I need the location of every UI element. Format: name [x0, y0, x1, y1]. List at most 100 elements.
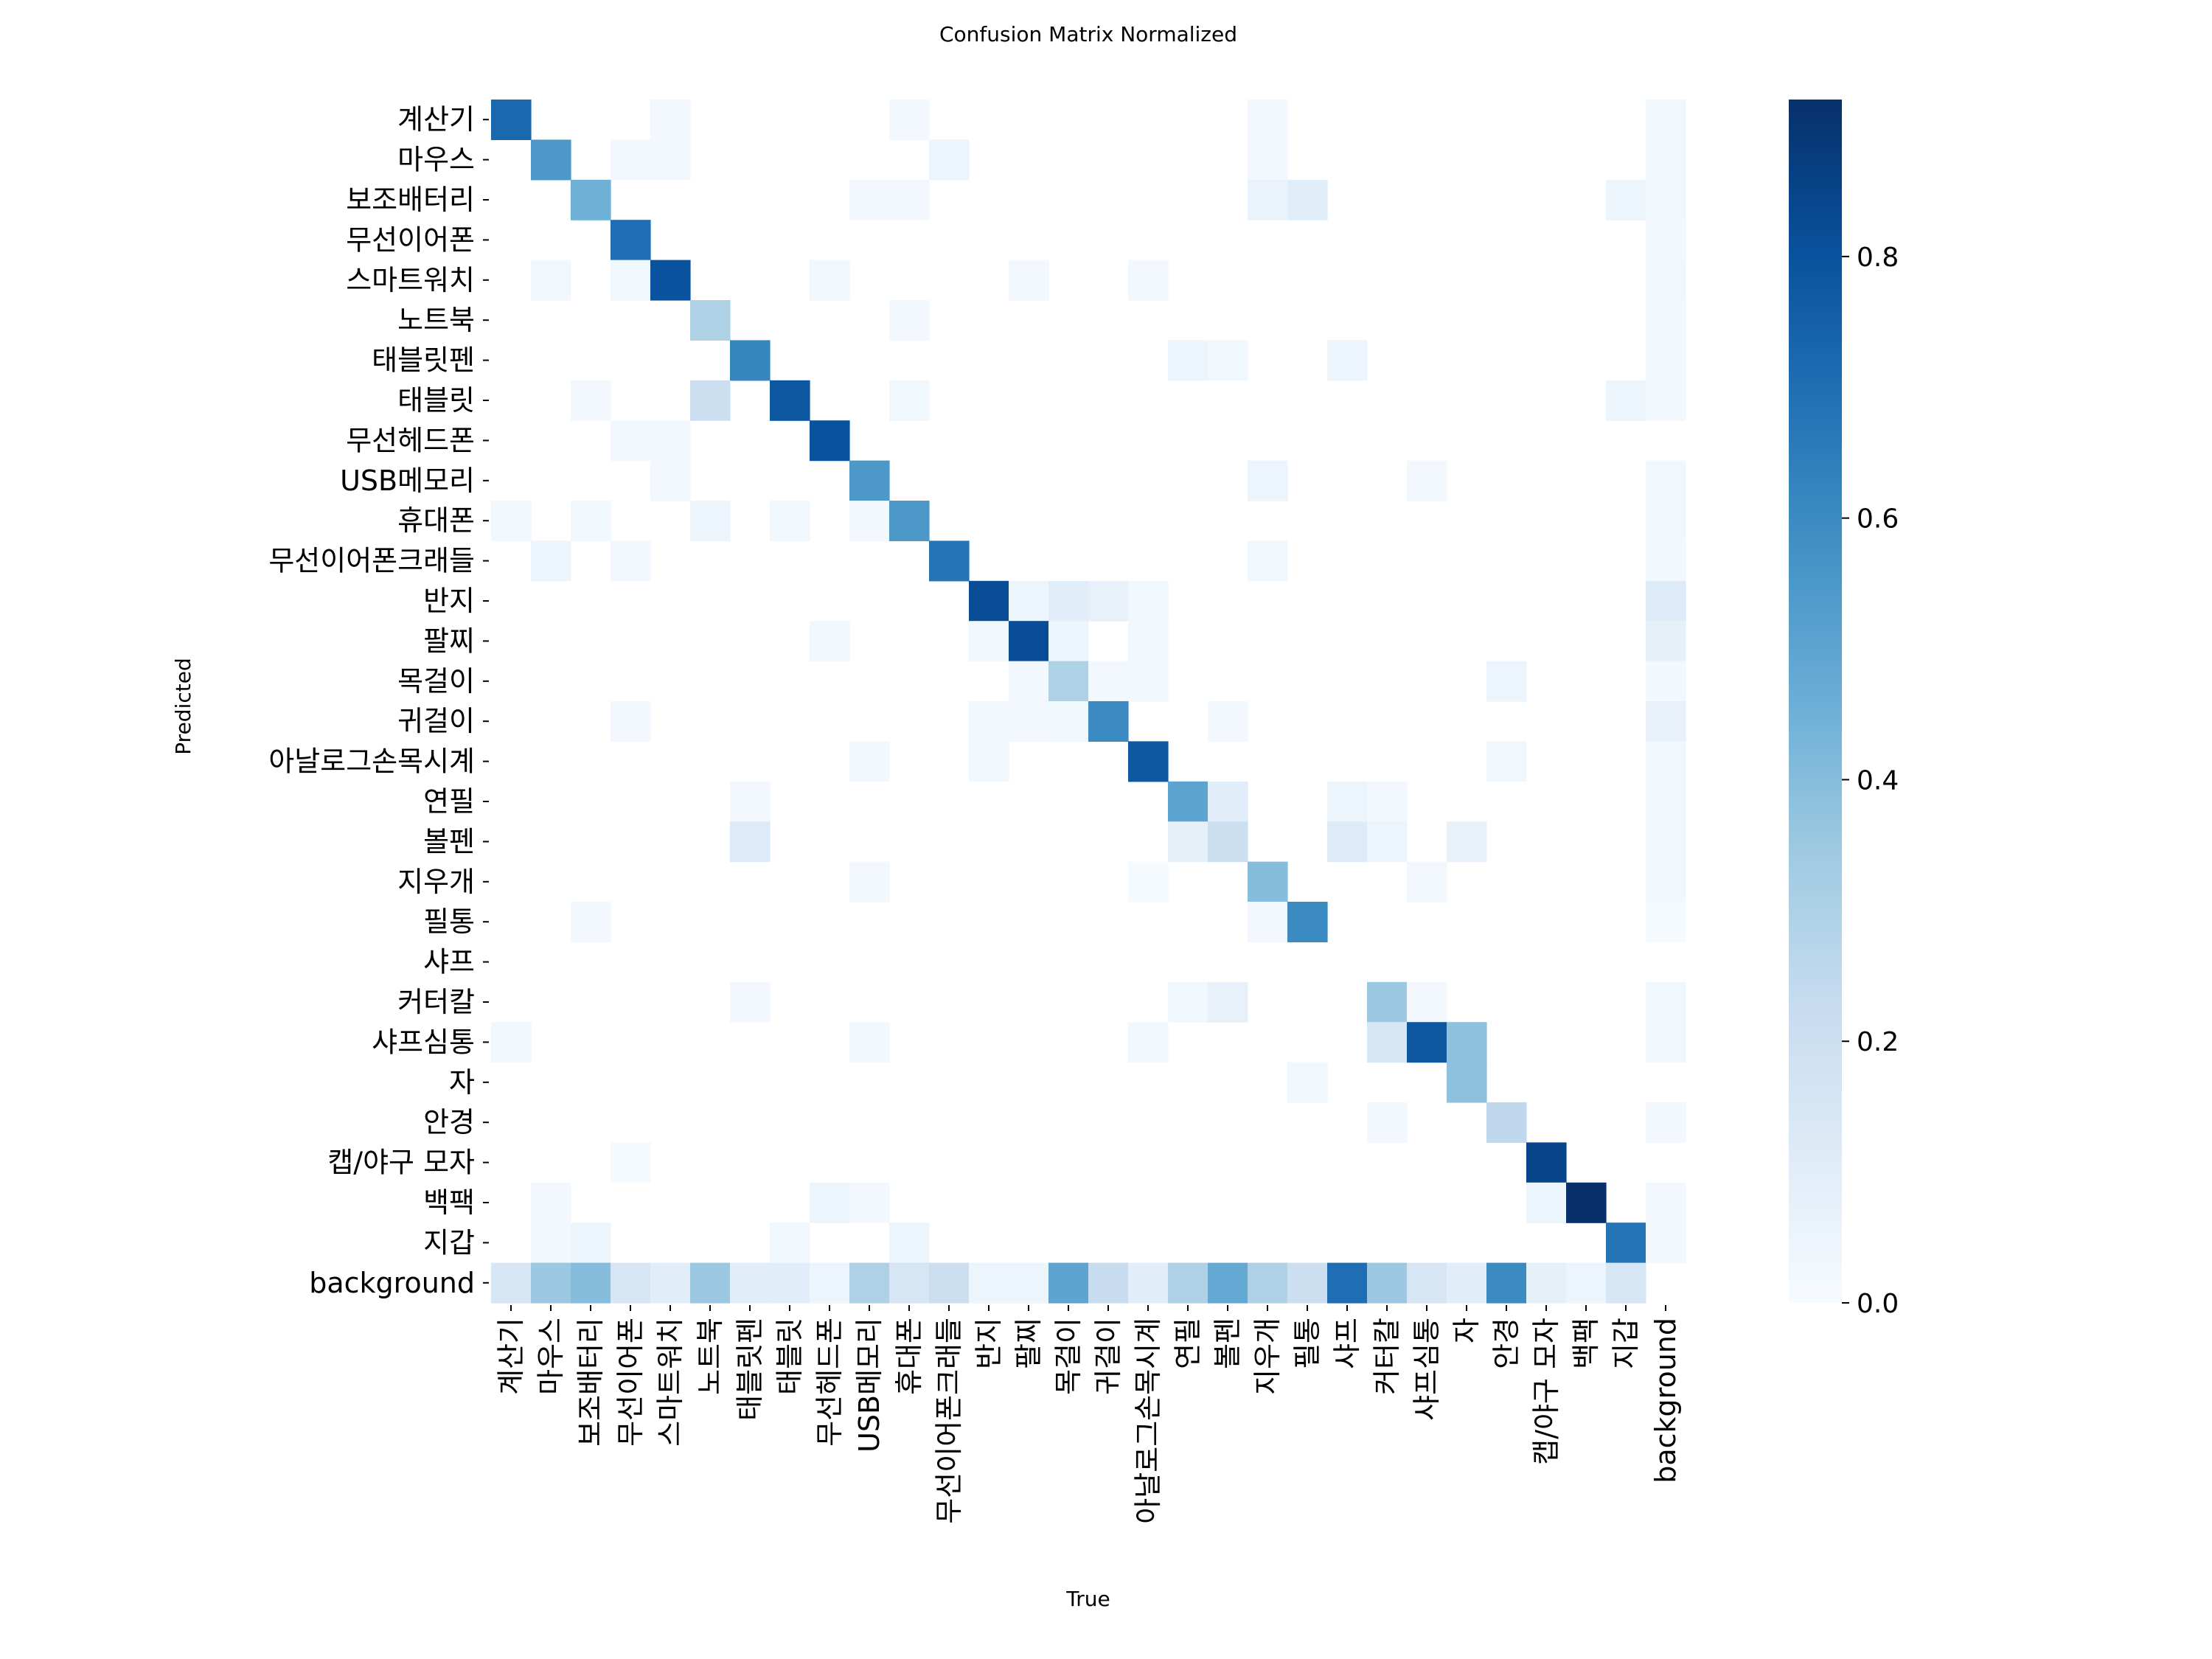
heatmap-cell: [1248, 540, 1288, 582]
heatmap-cell: [690, 380, 731, 421]
heatmap-cell: [690, 1262, 731, 1304]
heatmap-cell: [1248, 1262, 1288, 1304]
colorbar-tick-label: 0.0: [1857, 1289, 1899, 1319]
heatmap-cell: [611, 220, 651, 261]
heatmap-cell: [1168, 821, 1208, 863]
heatmap-cell: [1606, 1222, 1646, 1264]
heatmap-cell: [650, 460, 691, 501]
heatmap-cell: [1287, 179, 1328, 220]
y-tick-label: 자: [449, 1066, 475, 1099]
heatmap-cell: [531, 540, 571, 582]
heatmap-cell: [1128, 260, 1169, 301]
x-tick-label: 태블릿펜: [734, 1318, 766, 1421]
heatmap-cell: [1646, 260, 1686, 301]
heatmap-cell: [1168, 1262, 1208, 1304]
y-tick-label: 백팩: [423, 1186, 475, 1219]
heatmap-cell: [531, 1182, 571, 1223]
heatmap-cell: [1367, 1262, 1408, 1304]
x-tick-label: 무선헤드폰: [813, 1318, 846, 1447]
heatmap-cell: [1646, 300, 1686, 341]
heatmap-cell: [810, 1182, 850, 1223]
heatmap-cell: [1646, 1022, 1686, 1063]
heatmap-cell: [1048, 580, 1089, 622]
heatmap-cell: [1009, 580, 1049, 622]
heatmap-cell: [1646, 501, 1686, 541]
y-tick-label: 스마트워치: [346, 264, 475, 296]
heatmap-cell: [1367, 981, 1408, 1023]
heatmap-cell: [730, 821, 771, 863]
heatmap-cell: [1646, 380, 1686, 421]
heatmap-cell: [1526, 1142, 1567, 1183]
heatmap-cell: [1088, 1262, 1129, 1304]
heatmap-cell: [1646, 139, 1686, 181]
heatmap-cell: [571, 501, 611, 541]
x-tick-label: 필통: [1291, 1318, 1324, 1369]
x-tick-label: 안경: [1490, 1318, 1523, 1369]
y-tick-label: 캡/야구 모자: [327, 1147, 475, 1179]
heatmap-cell: [1048, 701, 1089, 742]
heatmap-cell: [611, 540, 651, 582]
heatmap-cell: [1287, 1262, 1328, 1304]
y-tick-label: 안경: [423, 1106, 475, 1138]
heatmap-cell: [1646, 1182, 1686, 1223]
heatmap-cell: [571, 1222, 611, 1264]
heatmap-cell: [1646, 100, 1686, 140]
heatmap-cell: [1287, 1062, 1328, 1103]
heatmap-cell: [571, 380, 611, 421]
heatmap-cell: [1526, 1262, 1567, 1304]
heatmap-cell: [1646, 220, 1686, 261]
heatmap-cell: [571, 179, 611, 220]
heatmap-cell: [1327, 821, 1368, 863]
heatmap-cell: [730, 340, 771, 381]
heatmap-cell: [1606, 179, 1646, 220]
heatmap-cell: [929, 540, 970, 582]
y-tick-label: 노트북: [397, 304, 475, 336]
heatmap-cell: [889, 1222, 930, 1264]
heatmap-cell: [1367, 1022, 1408, 1063]
heatmap-cell: [1048, 661, 1089, 702]
heatmap-cell: [770, 1262, 810, 1304]
heatmap-cell: [810, 1262, 850, 1304]
heatmap-cell: [1646, 701, 1686, 742]
heatmap-cell: [1327, 781, 1368, 822]
x-tick-label: 휴대폰: [893, 1318, 925, 1395]
heatmap-cell: [1646, 981, 1686, 1023]
heatmap-cell: [1447, 821, 1487, 863]
heatmap-cell: [491, 1022, 532, 1063]
x-tick-label: 팔찌: [1012, 1318, 1045, 1369]
heatmap-cell: [1088, 580, 1129, 622]
heatmap-cell: [1447, 1062, 1487, 1103]
heatmap-cell: [1486, 661, 1527, 702]
heatmap-cell: [1646, 741, 1686, 782]
heatmap-cell: [889, 1262, 930, 1304]
y-tick-label: 커터칼: [397, 986, 475, 1018]
heatmap-cell: [1407, 1022, 1447, 1063]
heatmap-cell: [1407, 861, 1447, 902]
y-tick-label: 반지: [423, 585, 475, 617]
heatmap-cell: [770, 501, 810, 541]
heatmap-cell: [1407, 1262, 1447, 1304]
y-tick-label: 계산기: [397, 103, 475, 136]
heatmap-cell: [730, 781, 771, 822]
heatmap-cell: [1248, 100, 1288, 140]
x-tick-label: 연필: [1172, 1318, 1204, 1369]
x-tick-label: 계산기: [495, 1318, 527, 1395]
heatmap-cell: [730, 981, 771, 1023]
heatmap-cell: [1009, 621, 1049, 662]
heatmap-cell: [849, 1022, 890, 1063]
x-tick-label: 무선이어폰크래들: [933, 1318, 965, 1524]
heatmap-cell: [1128, 861, 1169, 902]
colorbar-ticks: 0.0 0.2 0.4 0.6 0.8: [1842, 243, 1899, 1319]
y-tick-label: background: [309, 1267, 475, 1299]
y-tick-label: 샤프심통: [372, 1026, 475, 1058]
x-tick-label: 귀걸이: [1092, 1318, 1124, 1395]
x-tick-label: USB메모리: [853, 1318, 886, 1453]
heatmap-cell: [889, 179, 930, 220]
x-tick-label: 캡/야구 모자: [1530, 1318, 1562, 1465]
heatmap-cell: [1208, 781, 1248, 822]
heatmap-cell: [1646, 902, 1686, 942]
heatmap-cell: [1248, 179, 1288, 220]
heatmap-cell: [531, 139, 571, 181]
colorbar-tick-label: 0.8: [1857, 243, 1899, 273]
x-tick-label: 볼펜: [1211, 1318, 1244, 1369]
